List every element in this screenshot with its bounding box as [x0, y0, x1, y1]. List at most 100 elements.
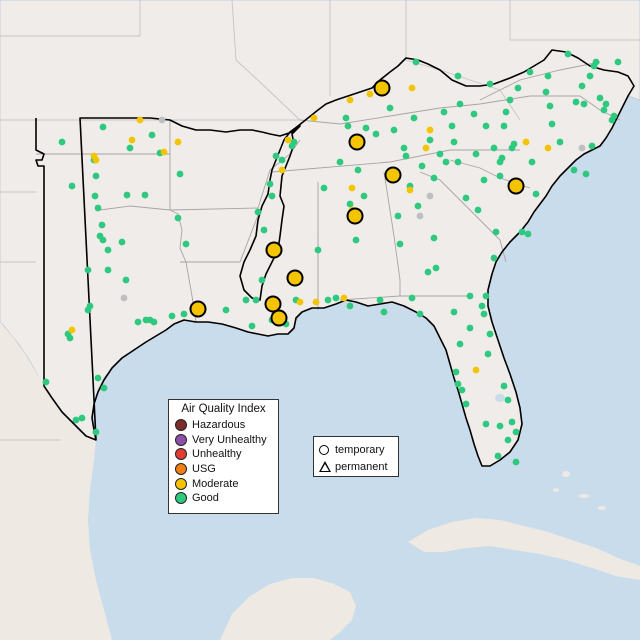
monitor-moderate-marker[interactable] [348, 184, 356, 192]
monitor-good-marker[interactable] [510, 140, 518, 148]
monitor-good-marker[interactable] [480, 310, 488, 318]
monitor-good-marker[interactable] [432, 264, 440, 272]
monitor-good-marker[interactable] [484, 350, 492, 358]
monitor-good-marker[interactable] [496, 172, 504, 180]
monitor-moderate-marker[interactable] [136, 116, 144, 124]
monitor-good-marker[interactable] [252, 296, 260, 304]
monitor-good-marker[interactable] [504, 396, 512, 404]
monitor-moderate-marker[interactable] [406, 186, 414, 194]
monitor-good-marker[interactable] [414, 202, 422, 210]
monitor-good-marker[interactable] [472, 150, 480, 158]
monitor-moderate-marker[interactable] [472, 366, 480, 374]
monitor-good-marker[interactable] [592, 58, 600, 66]
monitor-good-marker[interactable] [396, 240, 404, 248]
monitor-no-data-marker[interactable] [416, 212, 424, 220]
monitor-good-marker[interactable] [400, 144, 408, 152]
monitor-good-marker[interactable] [416, 310, 424, 318]
temporary-monitor-moderate-marker[interactable] [507, 177, 525, 195]
monitor-moderate-marker[interactable] [174, 138, 182, 146]
monitor-good-marker[interactable] [222, 306, 230, 314]
monitor-good-marker[interactable] [454, 158, 462, 166]
monitor-good-marker[interactable] [410, 114, 418, 122]
monitor-good-marker[interactable] [490, 144, 498, 152]
monitor-moderate-marker[interactable] [278, 166, 286, 174]
monitor-moderate-marker[interactable] [366, 90, 374, 98]
monitor-good-marker[interactable] [336, 158, 344, 166]
monitor-good-marker[interactable] [506, 96, 514, 104]
monitor-good-marker[interactable] [248, 322, 256, 330]
temporary-monitor-moderate-marker[interactable] [373, 79, 391, 97]
monitor-good-marker[interactable] [430, 174, 438, 182]
monitor-good-marker[interactable] [94, 204, 102, 212]
monitor-no-data-marker[interactable] [426, 192, 434, 200]
monitor-good-marker[interactable] [564, 50, 572, 58]
monitor-good-marker[interactable] [258, 276, 266, 284]
monitor-good-marker[interactable] [442, 158, 450, 166]
monitor-good-marker[interactable] [470, 110, 478, 118]
monitor-good-marker[interactable] [544, 72, 552, 80]
monitor-good-marker[interactable] [570, 166, 578, 174]
monitor-good-marker[interactable] [480, 176, 488, 184]
monitor-good-marker[interactable] [352, 236, 360, 244]
monitor-good-marker[interactable] [580, 100, 588, 108]
temporary-monitor-moderate-marker[interactable] [346, 207, 364, 225]
monitor-moderate-marker[interactable] [340, 294, 348, 302]
monitor-good-marker[interactable] [100, 384, 108, 392]
monitor-good-marker[interactable] [526, 68, 534, 76]
monitor-moderate-marker[interactable] [296, 298, 304, 306]
monitor-moderate-marker[interactable] [92, 156, 100, 164]
monitor-good-marker[interactable] [314, 246, 322, 254]
monitor-good-marker[interactable] [532, 190, 540, 198]
monitor-good-marker[interactable] [386, 104, 394, 112]
monitor-moderate-marker[interactable] [346, 96, 354, 104]
monitor-good-marker[interactable] [586, 72, 594, 80]
monitor-good-marker[interactable] [68, 182, 76, 190]
monitor-moderate-marker[interactable] [544, 144, 552, 152]
monitor-good-marker[interactable] [122, 276, 130, 284]
monitor-good-marker[interactable] [418, 162, 426, 170]
monitor-good-marker[interactable] [94, 374, 102, 382]
monitor-good-marker[interactable] [92, 172, 100, 180]
monitor-moderate-marker[interactable] [310, 114, 318, 122]
monitor-good-marker[interactable] [512, 428, 520, 436]
monitor-good-marker[interactable] [524, 230, 532, 238]
monitor-good-marker[interactable] [448, 122, 456, 130]
monitor-good-marker[interactable] [141, 191, 149, 199]
monitor-moderate-marker[interactable] [408, 84, 416, 92]
monitor-good-marker[interactable] [482, 122, 490, 130]
monitor-good-marker[interactable] [548, 120, 556, 128]
temporary-monitor-moderate-marker[interactable] [286, 269, 304, 287]
monitor-good-marker[interactable] [426, 136, 434, 144]
monitor-good-marker[interactable] [546, 102, 554, 110]
monitor-good-marker[interactable] [494, 452, 502, 460]
monitor-good-marker[interactable] [458, 386, 466, 394]
monitor-no-data-marker[interactable] [158, 116, 166, 124]
temporary-monitor-moderate-marker[interactable] [384, 166, 402, 184]
temporary-monitor-moderate-marker[interactable] [265, 241, 283, 259]
monitor-good-marker[interactable] [320, 184, 328, 192]
monitor-good-marker[interactable] [362, 124, 370, 132]
monitor-good-marker[interactable] [104, 246, 112, 254]
monitor-good-marker[interactable] [72, 416, 80, 424]
monitor-good-marker[interactable] [346, 302, 354, 310]
monitor-good-marker[interactable] [332, 294, 340, 302]
monitor-good-marker[interactable] [490, 254, 498, 262]
monitor-no-data-marker[interactable] [120, 294, 128, 302]
monitor-good-marker[interactable] [466, 292, 474, 300]
monitor-good-marker[interactable] [450, 138, 458, 146]
monitor-good-marker[interactable] [440, 108, 448, 116]
monitor-moderate-marker[interactable] [312, 298, 320, 306]
monitor-good-marker[interactable] [582, 170, 590, 178]
monitor-good-marker[interactable] [602, 100, 610, 108]
monitor-good-marker[interactable] [182, 240, 190, 248]
monitor-good-marker[interactable] [572, 98, 580, 106]
monitor-good-marker[interactable] [556, 138, 564, 146]
monitor-good-marker[interactable] [456, 100, 464, 108]
monitor-good-marker[interactable] [98, 221, 106, 229]
monitor-good-marker[interactable] [482, 292, 490, 300]
monitor-good-marker[interactable] [96, 232, 104, 240]
monitor-good-marker[interactable] [498, 154, 506, 162]
monitor-good-marker[interactable] [174, 214, 182, 222]
monitor-good-marker[interactable] [123, 191, 131, 199]
monitor-good-marker[interactable] [268, 192, 276, 200]
